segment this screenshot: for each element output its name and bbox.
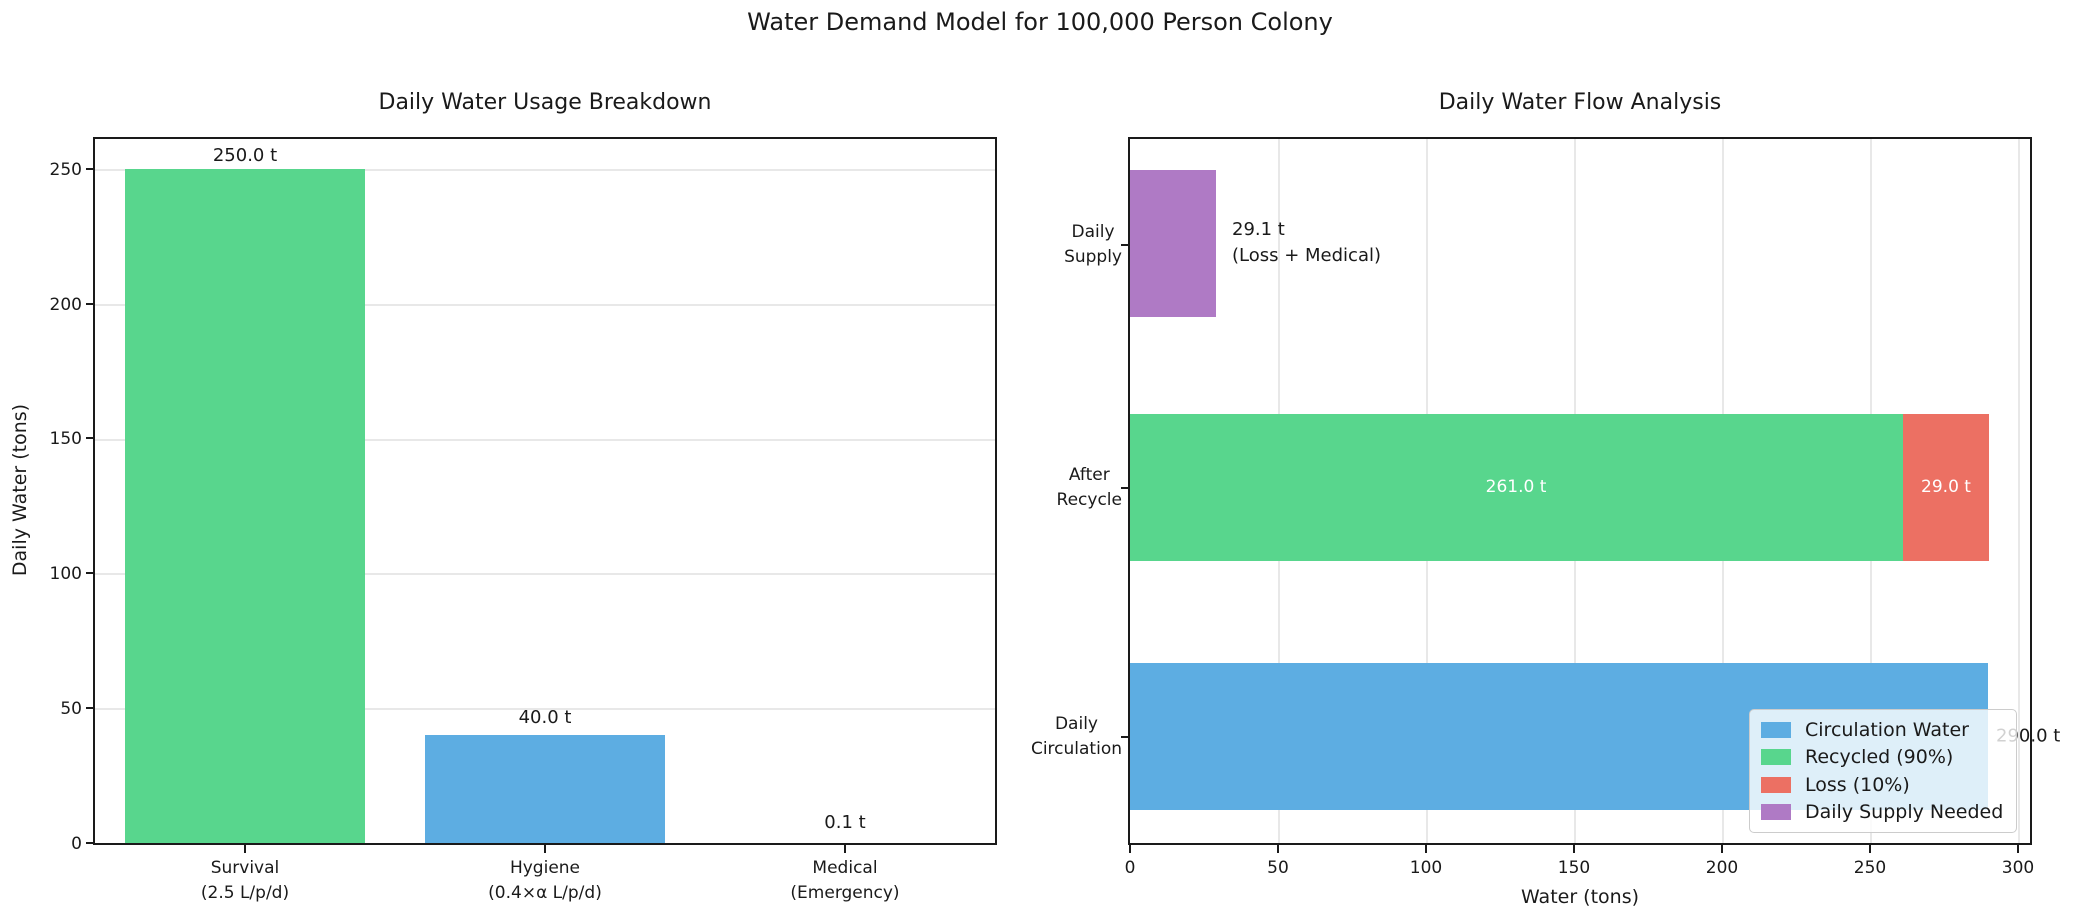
- gridline-y-250: [95, 169, 995, 171]
- figure-title: Water Demand Model for 100,000 Person Co…: [747, 8, 1333, 36]
- ytick-label-200: 200: [49, 295, 82, 315]
- xtick-mark: [1721, 845, 1723, 853]
- loss-segment-label: 29.0 t: [1921, 477, 1971, 497]
- legend-item-recycled: Recycled (90%): [1761, 746, 2005, 768]
- xtick-mark: [1277, 845, 1279, 853]
- xtick-label-100: 100: [1409, 858, 1443, 878]
- xcat-medical: Medical (Emergency): [790, 858, 900, 903]
- ytick-label-250: 250: [49, 160, 82, 180]
- xtick-mark: [544, 845, 546, 853]
- ycat-daily-supply: Daily Supply: [1064, 222, 1122, 267]
- legend-item-circulation: Circulation Water: [1761, 719, 2005, 741]
- xtick-mark: [1869, 845, 1871, 853]
- xtick-label-250: 250: [1853, 858, 1887, 878]
- legend-item-loss: Loss (10%): [1761, 774, 2005, 796]
- ytick-mark: [86, 168, 93, 170]
- legend-swatch-purple: [1761, 804, 1791, 821]
- bar-value-survival: 250.0 t: [212, 145, 278, 166]
- right-x-axis-label: Water (tons): [1520, 886, 1640, 908]
- ytick-mark: [86, 572, 93, 574]
- xtick-label-150: 150: [1557, 858, 1591, 878]
- xtick-mark: [1573, 845, 1575, 853]
- xtick-label-200: 200: [1705, 858, 1739, 878]
- bar-hygiene: [425, 735, 665, 843]
- ytick-label-50: 50: [60, 699, 82, 719]
- legend: Circulation Water Recycled (90%) Loss (1…: [1749, 709, 2017, 833]
- ycat-after-recycle: After Recycle: [1056, 465, 1122, 510]
- bar-survival: [125, 169, 365, 843]
- legend-label: Recycled (90%): [1805, 746, 1954, 769]
- left-plot-area: 250.0 t 40.0 t 0.1 t: [93, 137, 997, 845]
- hbar-after-recycle-loss: [1903, 414, 1989, 561]
- ytick-label-0: 0: [71, 834, 82, 854]
- ytick-label-150: 150: [49, 429, 82, 449]
- xtick-label-0: 0: [1124, 858, 1136, 878]
- hbar-daily-supply: [1130, 170, 1216, 317]
- gridline-y-50: [95, 708, 995, 710]
- hbar-after-recycle-recycled: [1130, 414, 1903, 561]
- ytick-label-100: 100: [49, 564, 82, 584]
- legend-label: Daily Supply Needed: [1805, 801, 2004, 824]
- ycat-daily-circulation: Daily Circulation: [1030, 714, 1122, 759]
- ytick-mark: [86, 707, 93, 709]
- bar-value-hygiene: 40.0 t: [518, 707, 572, 728]
- gridline-y-100: [95, 573, 995, 575]
- xtick-mark: [844, 845, 846, 853]
- right-chart-title: Daily Water Flow Analysis: [1438, 90, 1722, 115]
- xtick-mark: [244, 845, 246, 853]
- ytick-mark: [1121, 487, 1128, 489]
- legend-label: Loss (10%): [1805, 773, 1910, 796]
- supply-annotation: 29.1 t (Loss + Medical): [1232, 219, 1382, 266]
- right-plot-area: 29.1 t (Loss + Medical) 261.0 t 29.0 t 2…: [1128, 137, 2060, 845]
- gridline-y-200: [95, 304, 995, 306]
- ytick-mark: [1121, 244, 1128, 246]
- ytick-mark: [86, 842, 93, 844]
- gridline-y-150: [95, 439, 995, 441]
- ytick-mark: [1121, 736, 1128, 738]
- xtick-mark: [1129, 845, 1131, 853]
- xtick-label-300: 300: [2001, 858, 2035, 878]
- legend-label: Circulation Water: [1805, 718, 1969, 741]
- xtick-mark: [2017, 845, 2019, 853]
- xtick-mark: [1425, 845, 1427, 853]
- legend-swatch-blue: [1761, 721, 1791, 738]
- legend-swatch-red: [1761, 776, 1791, 793]
- xcat-survival: Survival (2.5 L/p/d): [200, 858, 290, 903]
- xtick-label-50: 50: [1267, 858, 1289, 878]
- legend-item-supply: Daily Supply Needed: [1761, 801, 2005, 823]
- gridline-x-300: [2018, 139, 2020, 843]
- ytick-mark: [86, 437, 93, 439]
- bar-value-medical: 0.1 t: [824, 812, 866, 833]
- xcat-hygiene: Hygiene (0.4×α L/p/d): [488, 858, 602, 903]
- left-chart-title: Daily Water Usage Breakdown: [378, 90, 712, 115]
- recycled-segment-label: 261.0 t: [1485, 477, 1547, 497]
- legend-swatch-green: [1761, 749, 1791, 766]
- ytick-mark: [86, 303, 93, 305]
